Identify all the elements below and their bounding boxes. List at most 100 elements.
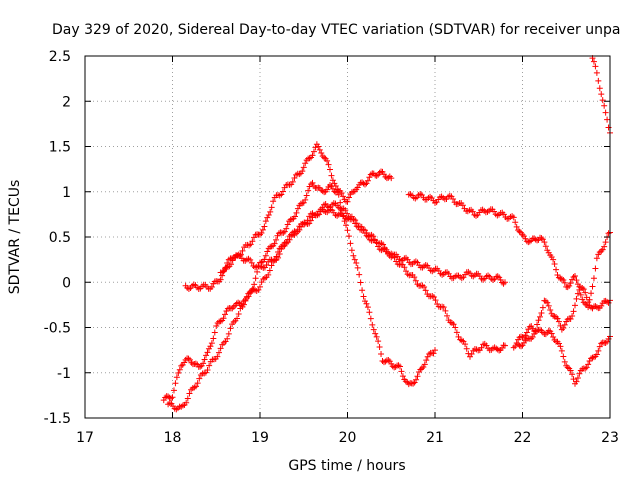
data-point <box>170 387 177 394</box>
data-point <box>440 304 447 311</box>
data-point <box>588 290 595 297</box>
data-point <box>351 256 358 263</box>
data-point <box>289 216 296 223</box>
data-point <box>268 243 275 250</box>
data-point <box>342 207 349 214</box>
x-tick-label: 23 <box>601 430 619 446</box>
data-point <box>570 308 577 315</box>
data-point <box>344 227 351 234</box>
data-point <box>273 253 280 260</box>
data-point <box>263 262 270 269</box>
data-point <box>169 394 176 401</box>
data-point <box>424 353 431 360</box>
data-point <box>542 298 549 305</box>
data-point <box>566 282 573 289</box>
data-point <box>528 323 535 330</box>
data-point <box>381 244 388 251</box>
data-point <box>354 264 361 271</box>
data-point <box>574 374 581 381</box>
data-point <box>300 199 307 206</box>
data-point <box>548 330 555 337</box>
data-point <box>596 343 603 350</box>
data-point <box>319 153 326 160</box>
data-point <box>340 193 347 200</box>
data-point <box>453 329 460 336</box>
data-point <box>235 299 242 306</box>
data-point <box>582 289 589 296</box>
data-point <box>350 216 357 223</box>
data-point <box>366 174 373 181</box>
data-point <box>379 358 386 365</box>
data-point <box>548 253 555 260</box>
data-point <box>452 324 459 331</box>
data-point <box>332 182 339 189</box>
data-point <box>194 380 201 387</box>
data-point <box>539 236 546 243</box>
data-point <box>372 330 379 337</box>
data-point <box>602 339 609 346</box>
data-point <box>518 343 525 350</box>
data-point <box>310 148 317 155</box>
data-point <box>367 315 374 322</box>
data-point <box>373 333 380 340</box>
data-point <box>296 171 303 178</box>
y-tick-label: -0.5 <box>44 321 71 337</box>
data-point <box>173 374 180 381</box>
data-point <box>410 380 417 387</box>
series-6 <box>510 323 613 387</box>
data-point <box>385 356 392 363</box>
data-point <box>239 247 246 254</box>
data-point <box>519 231 526 238</box>
data-point <box>271 256 278 263</box>
data-point <box>593 351 600 358</box>
data-point <box>363 300 370 307</box>
data-point <box>564 364 571 371</box>
data-point <box>414 373 421 380</box>
data-point <box>319 188 326 195</box>
data-point <box>545 302 552 309</box>
data-point <box>367 171 374 178</box>
data-point <box>222 264 229 271</box>
data-point <box>364 304 371 311</box>
data-point <box>235 311 242 318</box>
data-point <box>258 279 265 286</box>
data-point <box>329 177 336 184</box>
data-point <box>576 286 583 293</box>
data-point <box>592 265 599 272</box>
data-point <box>359 287 366 294</box>
data-point <box>444 312 451 319</box>
data-point <box>589 283 596 290</box>
data-point <box>497 276 504 283</box>
data-point <box>327 166 333 173</box>
data-point <box>378 351 385 358</box>
y-tick-label: -1.5 <box>44 411 71 427</box>
data-point <box>172 380 179 387</box>
data-point <box>572 302 578 309</box>
data-point <box>523 329 530 336</box>
data-point <box>353 259 360 266</box>
data-point <box>362 181 368 188</box>
data-point <box>537 326 543 333</box>
data-point <box>604 338 611 345</box>
data-point <box>357 279 364 286</box>
data-point <box>604 298 611 305</box>
data-markers <box>160 55 613 413</box>
data-point <box>345 233 352 240</box>
data-point <box>588 355 595 362</box>
series-3 <box>165 200 508 413</box>
data-point <box>596 249 603 256</box>
data-point <box>500 280 507 287</box>
data-point <box>430 293 437 300</box>
data-point <box>315 143 322 150</box>
series-8 <box>589 55 613 136</box>
series-4 <box>217 206 508 360</box>
data-point <box>324 157 331 164</box>
data-point <box>573 378 580 385</box>
data-point <box>293 209 300 216</box>
data-point <box>258 229 265 236</box>
data-point <box>402 378 409 385</box>
data-point <box>217 345 224 352</box>
data-point <box>176 366 183 373</box>
data-point <box>558 326 565 333</box>
data-point <box>573 295 580 302</box>
